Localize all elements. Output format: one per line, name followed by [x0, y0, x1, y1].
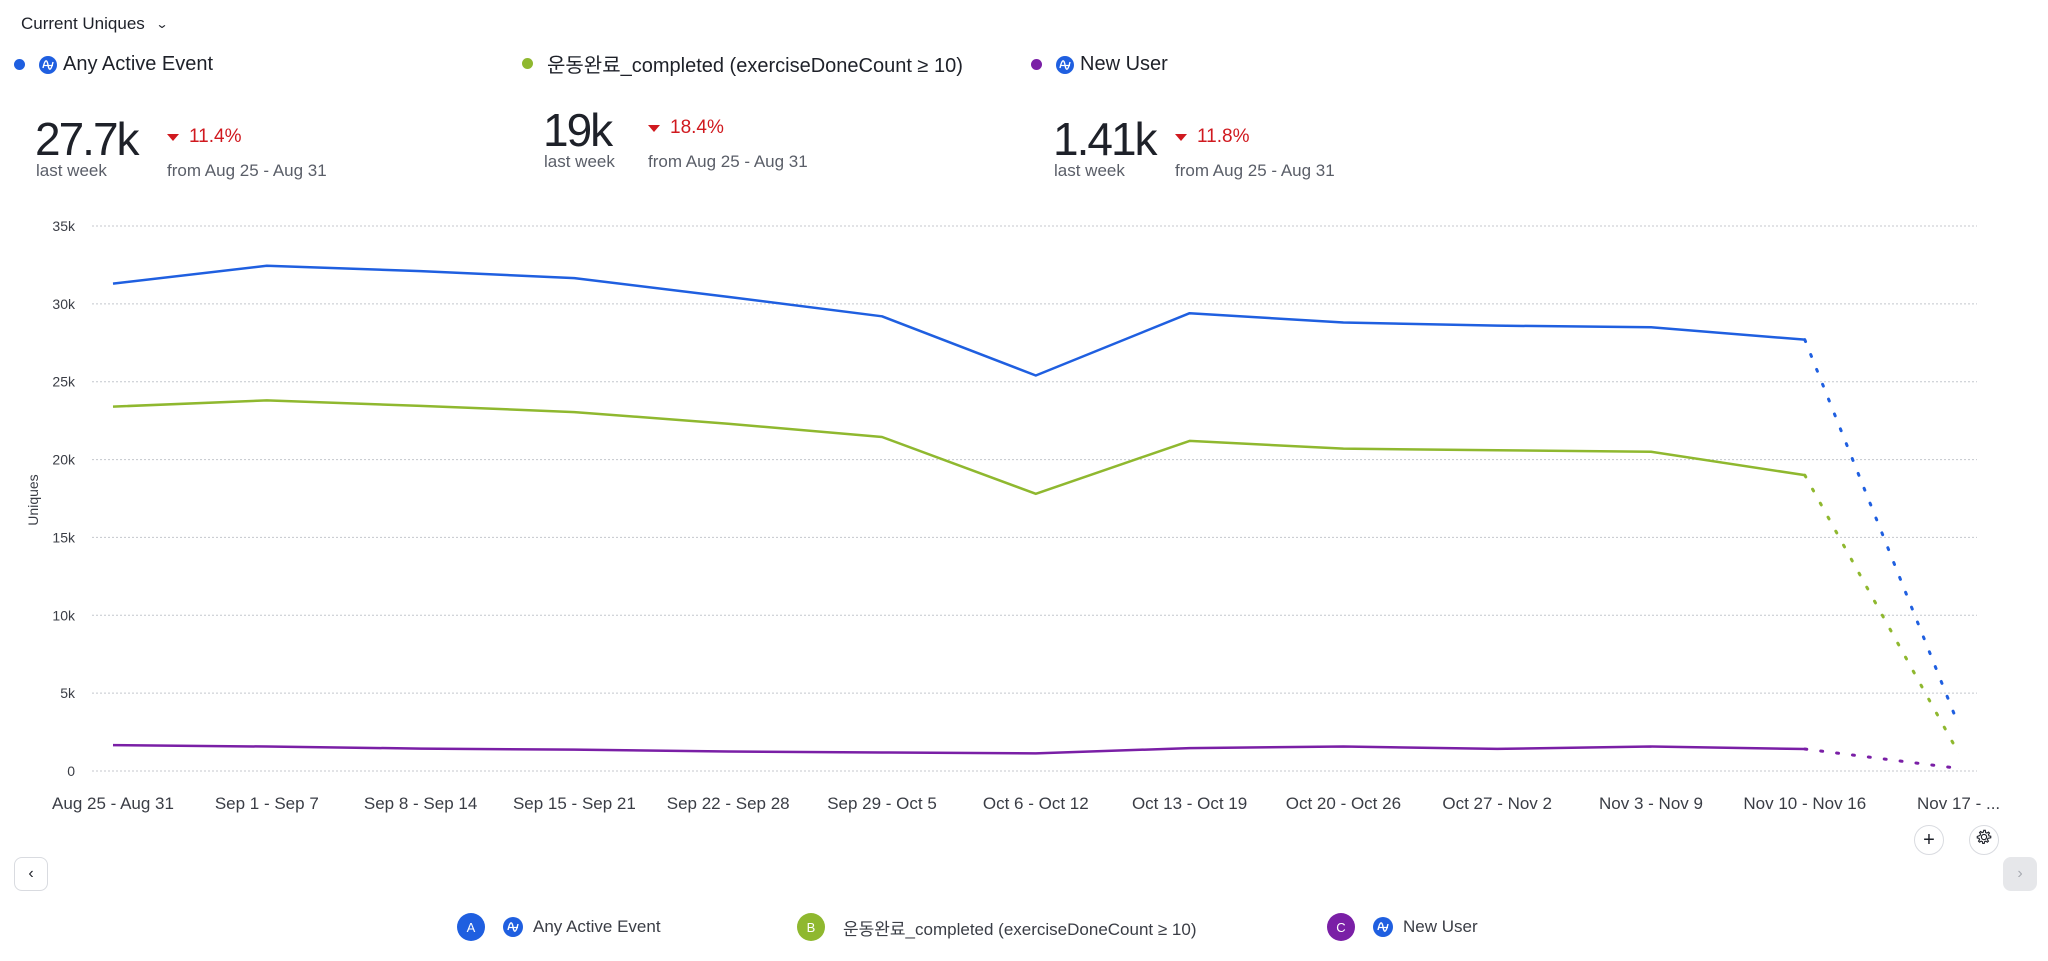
x-tick-label: Oct 6 - Oct 12	[983, 794, 1089, 813]
x-tick-label: Oct 13 - Oct 19	[1132, 794, 1247, 813]
chevron-down-icon: ⌄	[155, 17, 169, 31]
summary-series-name: Any Active Event	[63, 53, 214, 75]
add-button[interactable]: +	[1914, 825, 1944, 855]
x-tick-label: Oct 20 - Oct 26	[1286, 794, 1401, 813]
x-tick-label: Sep 15 - Sep 21	[513, 794, 636, 813]
summary-delta: 11.4%	[167, 126, 241, 148]
line-chart: 0 5k 10k 15k 20k 25k 30k 35k Uniques Aug 25 - A…	[25, 218, 2000, 813]
x-tick-label: Aug 25 - Aug 31	[52, 794, 174, 813]
summary-compare: from Aug 25 - Aug 31	[1175, 161, 1335, 180]
summary-legend-c[interactable]: New User	[1031, 53, 1168, 76]
x-tick-label: Sep 29 - Oct 5	[827, 794, 937, 813]
series-incomplete-line-b	[1803, 473, 1961, 755]
summary-series-b: 운동완료_completed (exerciseDoneCount ≥ 10) …	[522, 46, 1002, 186]
x-axis: Aug 25 - Aug 31 Sep 1 - Sep 7 Sep 8 - Sep …	[52, 794, 2000, 813]
series-layer	[112, 264, 1961, 770]
series-badge: C	[1327, 913, 1355, 941]
summary-series-c: New User 1.41k last week 11.8% from Aug …	[1031, 46, 1511, 186]
summary-legend-a[interactable]: Any Active Event	[14, 53, 213, 76]
bottom-legend-item-c[interactable]: C New User	[1327, 913, 1478, 941]
series-color-dot	[1031, 59, 1042, 70]
bottom-legend-item-a[interactable]: A Any Active Event	[457, 913, 661, 941]
metric-selector[interactable]: Current Uniques ⌄	[21, 14, 169, 34]
x-tick-label: Nov 3 - Nov 9	[1599, 794, 1703, 813]
summary-value: 27.7k	[35, 113, 140, 165]
summary-series-name: 운동완료_completed (exerciseDoneCount ≥ 10)	[547, 55, 963, 77]
summary-value: 1.41k	[1053, 113, 1158, 165]
down-arrow-icon	[167, 133, 179, 141]
y-tick-label: 30k	[52, 296, 76, 312]
summary-delta: 18.4%	[648, 117, 724, 139]
chevron-left-icon: ‹	[28, 865, 34, 882]
scroll-left-button[interactable]: ‹	[14, 857, 48, 891]
series-incomplete-line-a	[1803, 338, 1961, 727]
amplitude-event-icon	[1056, 55, 1074, 74]
summary-period: last week	[544, 152, 615, 171]
series-line-b	[112, 399, 1805, 496]
scroll-right-button[interactable]: ›	[2003, 857, 2037, 891]
summary-compare: from Aug 25 - Aug 31	[167, 161, 327, 180]
x-tick-label: Sep 1 - Sep 7	[215, 794, 319, 813]
series-line-a	[112, 264, 1805, 377]
gear-icon	[1975, 828, 1993, 852]
x-tick-label: Nov 10 - Nov 16	[1743, 794, 1866, 813]
series-incomplete-line-c	[1803, 747, 1961, 770]
metric-selector-label: Current Uniques	[21, 14, 145, 33]
summary-delta-value: 11.4%	[189, 126, 242, 147]
chart-settings-button[interactable]	[1969, 825, 1999, 855]
down-arrow-icon	[648, 124, 660, 132]
x-tick-label: Oct 27 - Nov 2	[1442, 794, 1552, 813]
chevron-right-icon: ›	[2017, 865, 2023, 882]
legend-label: Any Active Event	[533, 917, 661, 936]
y-tick-label: 10k	[52, 607, 76, 623]
y-tick-label: 5k	[60, 685, 76, 701]
summary-series-name: New User	[1080, 53, 1168, 75]
summary-period: last week	[36, 161, 107, 180]
x-tick-label: Nov 17 - ...	[1917, 794, 2000, 813]
y-tick-label: 35k	[52, 218, 76, 234]
y-tick-label: 20k	[52, 452, 76, 468]
y-axis: 0 5k 10k 15k 20k 25k 30k 35k	[52, 218, 76, 779]
grid-layer	[92, 225, 1977, 772]
amplitude-event-icon	[39, 55, 57, 74]
x-tick-label: Sep 8 - Sep 14	[364, 794, 477, 813]
summary-legend-b[interactable]: 운동완료_completed (exerciseDoneCount ≥ 10)	[522, 49, 963, 78]
summary-delta: 11.8%	[1175, 126, 1249, 148]
series-line-c	[112, 743, 1805, 755]
summary-delta-value: 18.4%	[670, 117, 724, 138]
summary-compare: from Aug 25 - Aug 31	[648, 152, 808, 171]
summary-period: last week	[1054, 161, 1125, 180]
legend-label: New User	[1403, 917, 1478, 936]
amplitude-event-icon	[503, 917, 523, 937]
y-tick-label: 25k	[52, 374, 76, 390]
series-color-dot	[522, 58, 533, 69]
series-color-dot	[14, 59, 25, 70]
series-badge: A	[457, 913, 485, 941]
x-tick-label: Sep 22 - Sep 28	[667, 794, 790, 813]
legend-label: 운동완료_completed (exerciseDoneCount ≥ 10)	[843, 919, 1197, 939]
y-tick-label: 0	[67, 763, 75, 779]
summary-delta-value: 11.8%	[1197, 126, 1250, 147]
y-axis-label: Uniques	[25, 474, 41, 525]
summary-series-a: Any Active Event 27.7k last week 11.4% f…	[14, 46, 494, 186]
bottom-legend-item-b[interactable]: B 운동완료_completed (exerciseDoneCount ≥ 10…	[797, 913, 1197, 941]
y-tick-label: 15k	[52, 529, 76, 545]
series-badge: B	[797, 913, 825, 941]
plus-icon: +	[1923, 828, 1935, 851]
down-arrow-icon	[1175, 133, 1187, 141]
summary-value: 19k	[543, 104, 613, 156]
amplitude-event-icon	[1373, 917, 1393, 937]
